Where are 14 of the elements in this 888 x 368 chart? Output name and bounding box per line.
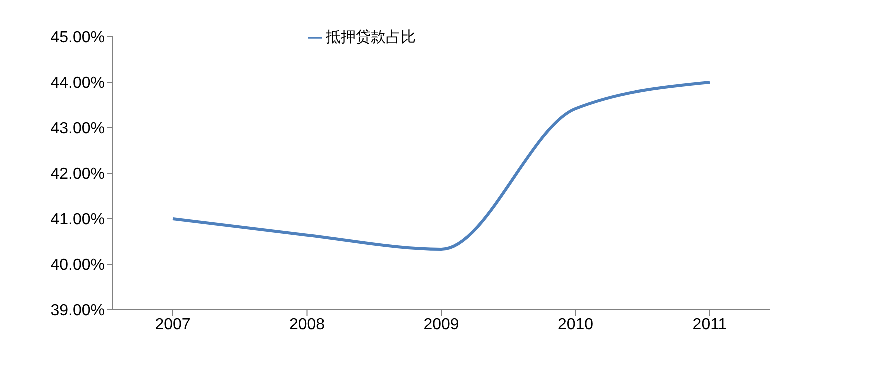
line-series xyxy=(172,81,712,251)
x-tick-label: 2011 xyxy=(692,316,728,334)
x-tick-label: 2007 xyxy=(155,316,191,334)
y-tick-label: 43.00% xyxy=(50,120,105,138)
y-tick-label: 39.00% xyxy=(50,302,105,320)
x-tick-label: 2008 xyxy=(289,316,326,334)
y-tick-label: 45.00% xyxy=(50,30,105,47)
y-tick-label: 42.00% xyxy=(50,166,105,184)
x-tick-label: 2009 xyxy=(424,316,460,334)
x-tick-label: 2010 xyxy=(558,316,594,334)
y-tick-label: 40.00% xyxy=(50,257,105,274)
y-tick-label: 44.00% xyxy=(50,75,105,92)
legend-label: 抵押贷款占比 xyxy=(326,29,416,46)
y-tick-label: 41.00% xyxy=(50,212,105,229)
